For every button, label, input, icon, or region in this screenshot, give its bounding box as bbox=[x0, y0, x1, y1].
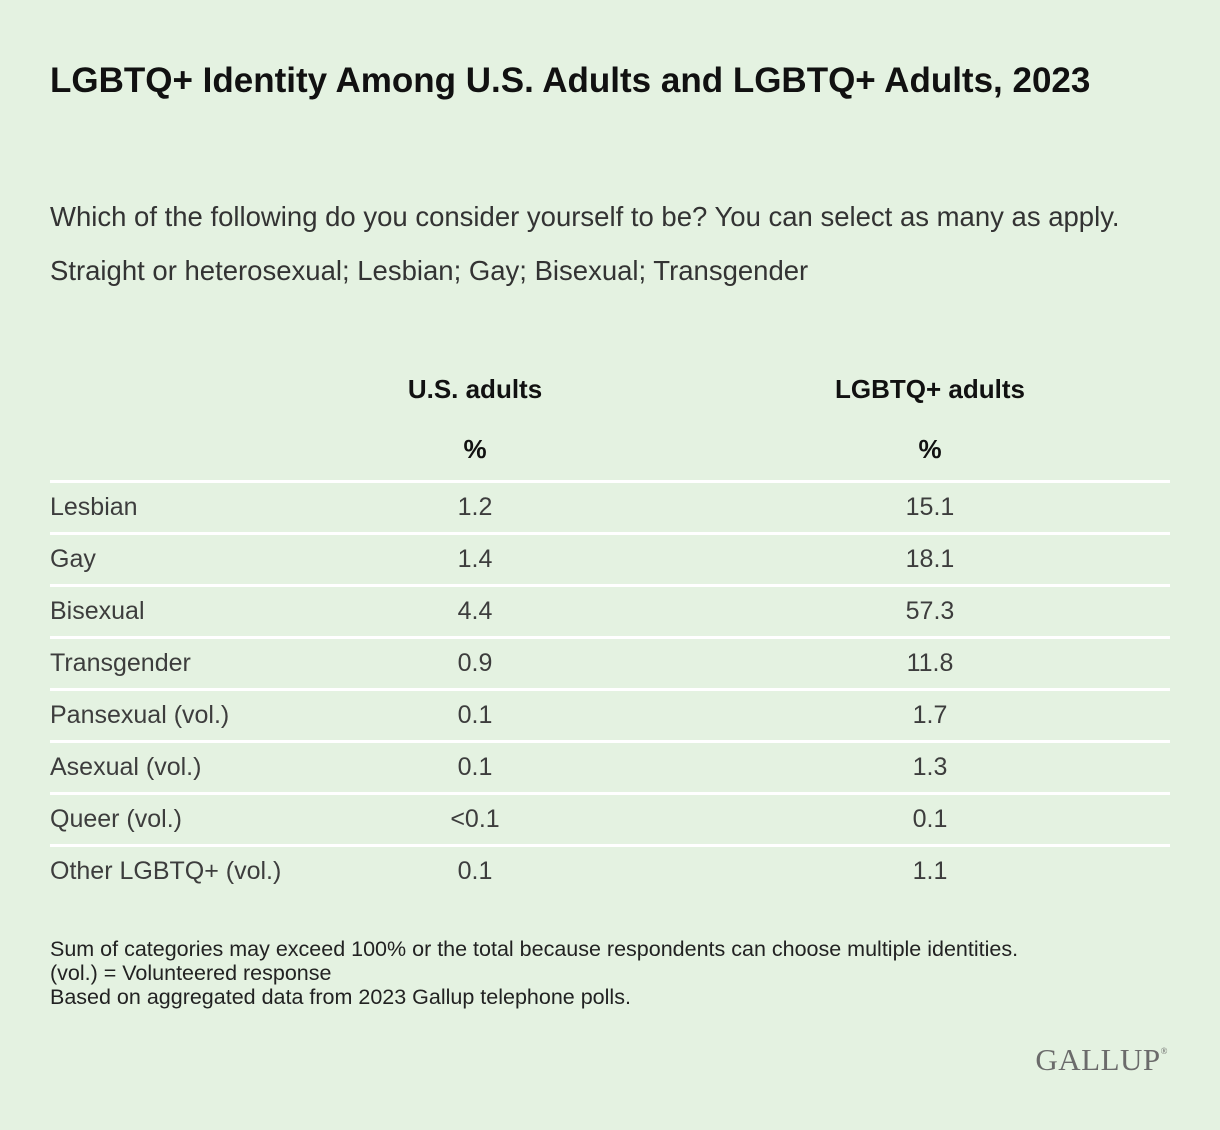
cell-us-adults: 0.1 bbox=[457, 857, 493, 885]
data-table-container: U.S. adults LGBTQ+ adults % % Lesbian 1.2… bbox=[50, 360, 1170, 896]
table-row: Pansexual (vol.) 0.1 1.7 bbox=[50, 689, 1170, 743]
row-label: Pansexual (vol.) bbox=[50, 689, 360, 743]
cell-lgbtq-adults: 15.1 bbox=[690, 481, 1170, 535]
header-unit-blank bbox=[50, 418, 360, 483]
logo-text: GALLUP bbox=[1035, 1042, 1161, 1077]
row-label: Gay bbox=[50, 533, 360, 587]
footnote-sum: Sum of categories may exceed 100% or the… bbox=[50, 937, 1019, 961]
header-lgbtq-adults: LGBTQ+ adults bbox=[835, 373, 1025, 404]
chart-subtitle: Which of the following do you consider y… bbox=[50, 201, 1120, 286]
table-row: Asexual (vol.) 0.1 1.3 bbox=[50, 741, 1170, 795]
cell-lgbtq-adults: 11.8 bbox=[690, 637, 1170, 691]
table-row: Queer (vol.) <0.1 0.1 bbox=[50, 793, 1170, 847]
data-table: U.S. adults LGBTQ+ adults % % Lesbian 1.2… bbox=[50, 360, 1170, 896]
row-label: Asexual (vol.) bbox=[50, 741, 360, 795]
cell-lgbtq-adults: 57.3 bbox=[690, 585, 1170, 639]
footnote-vol: (vol.) = Volunteered response bbox=[50, 961, 332, 985]
row-label: Transgender bbox=[50, 637, 360, 691]
row-label: Lesbian bbox=[50, 481, 360, 535]
cell-us-adults: 4.4 bbox=[360, 585, 690, 639]
cell-lgbtq-adults: 0.1 bbox=[690, 793, 1170, 847]
gallup-logo: GALLUP® bbox=[1035, 1042, 1168, 1078]
registered-mark: ® bbox=[1160, 1046, 1168, 1056]
table-body: Lesbian 1.2 15.1 Gay 1.4 18.1 Bisexual 4.4 57.3 T… bbox=[50, 481, 1170, 897]
chart-title: LGBTQ+ Identity Among U.S. Adults and LG… bbox=[50, 61, 1091, 100]
cell-lgbtq-adults: 18.1 bbox=[690, 533, 1170, 587]
header-us-unit: % bbox=[360, 418, 690, 483]
cell-us-adults: 1.4 bbox=[360, 533, 690, 587]
table-row: Gay 1.4 18.1 bbox=[50, 533, 1170, 587]
cell-us-adults: 1.2 bbox=[360, 481, 690, 535]
header-us-adults: U.S. adults bbox=[407, 373, 543, 404]
table-row: Bisexual 4.4 57.3 bbox=[50, 585, 1170, 639]
row-label: Other LGBTQ+ (vol.) bbox=[50, 857, 282, 885]
table-row: Lesbian 1.2 15.1 bbox=[50, 481, 1170, 535]
cell-lgbtq-adults: 1.3 bbox=[690, 741, 1170, 795]
cell-us-adults: <0.1 bbox=[360, 793, 690, 847]
footnotes: Sum of categories may exceed 100% or the… bbox=[50, 937, 1190, 1009]
table-header: U.S. adults LGBTQ+ adults % % bbox=[50, 360, 1170, 483]
cell-us-adults: 0.9 bbox=[360, 637, 690, 691]
table-row: Transgender 0.9 11.8 bbox=[50, 637, 1170, 691]
header-lgbtq-unit: % bbox=[690, 418, 1170, 483]
row-label: Bisexual bbox=[50, 585, 360, 639]
cell-us-adults: 0.1 bbox=[360, 741, 690, 795]
cell-lgbtq-adults: 1.1 bbox=[912, 857, 948, 885]
row-label: Queer (vol.) bbox=[50, 793, 360, 847]
cell-us-adults: 0.1 bbox=[360, 689, 690, 743]
table-row: Other LGBTQ+ (vol.) 0.1 1.1 bbox=[50, 846, 1170, 897]
header-label-blank bbox=[50, 360, 360, 418]
cell-lgbtq-adults: 1.7 bbox=[690, 689, 1170, 743]
footnote-source: Based on aggregated data from 2023 Gallu… bbox=[50, 985, 631, 1009]
